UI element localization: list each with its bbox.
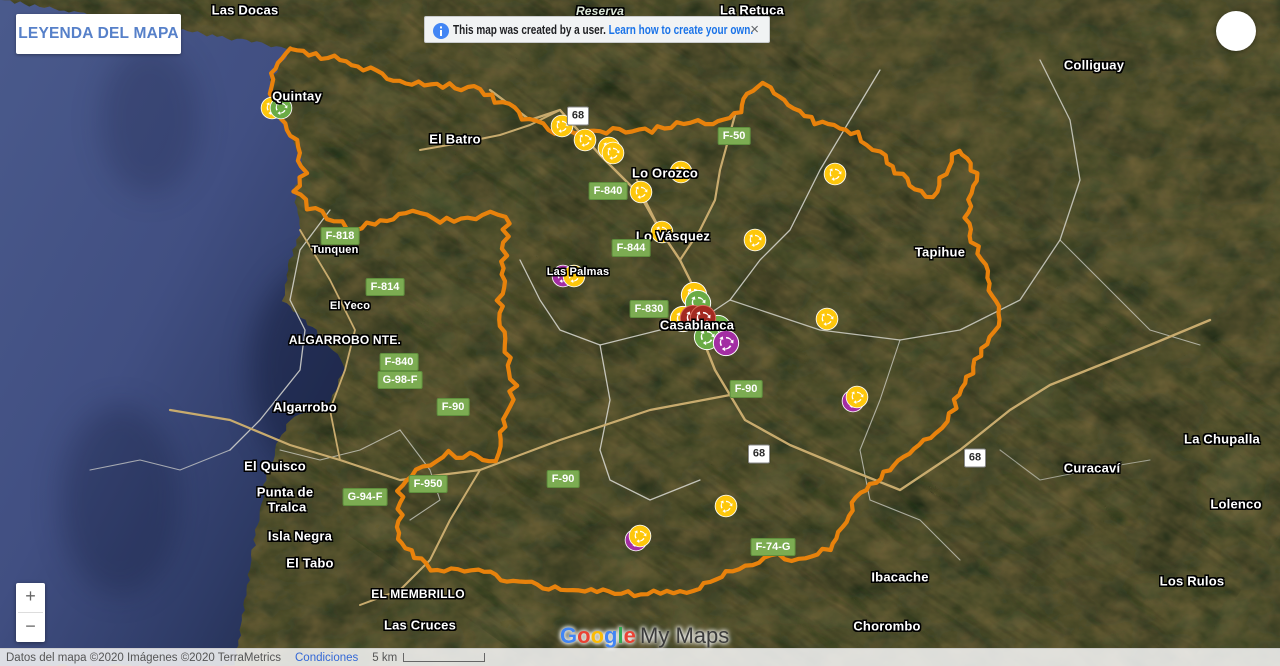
svg-text:Google: Google	[560, 623, 636, 648]
svg-text:My Maps: My Maps	[640, 623, 729, 648]
